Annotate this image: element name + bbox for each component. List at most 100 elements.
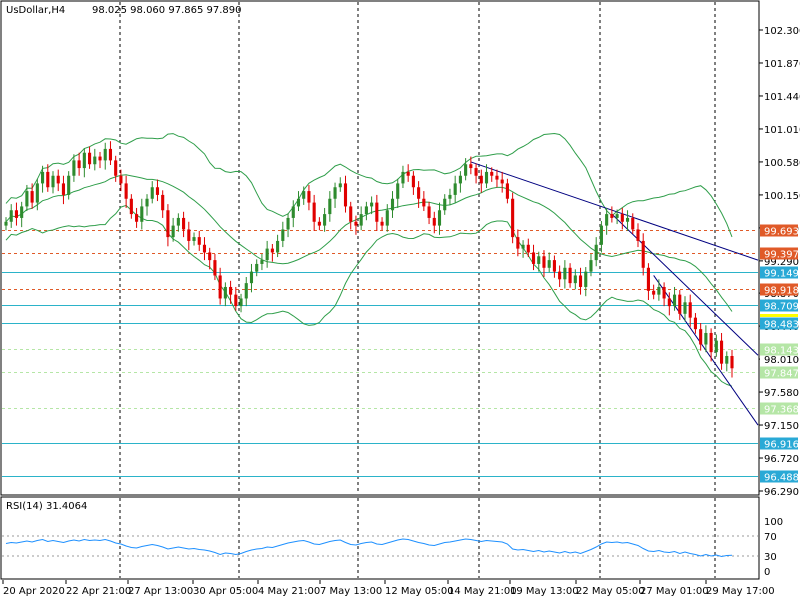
- candle-body: [119, 175, 123, 184]
- price-level-labels: 99.693 99.397 99.149 98.918 98.709 98.483 98.1…: [760, 224, 799, 484]
- candle-body: [589, 260, 593, 272]
- candle-body: [636, 229, 640, 241]
- candle-body: [490, 171, 494, 176]
- time-tick-label: 29 May 17:00: [706, 586, 775, 597]
- candle-body: [296, 198, 301, 207]
- time-tick-label: 22 May 05:00: [576, 586, 645, 597]
- candle-body: [182, 217, 186, 230]
- candle-body: [333, 187, 337, 199]
- candle-body: [646, 267, 650, 291]
- trend-line: [470, 161, 759, 261]
- candle-body: [437, 210, 442, 226]
- rsi-line: [5, 538, 733, 558]
- candle-body: [390, 198, 395, 211]
- candle-body: [725, 355, 729, 364]
- price-level-tag: [760, 343, 798, 356]
- candle-body: [464, 164, 468, 176]
- rsi-label: RSI(14) 31.4064: [6, 501, 87, 512]
- price-tick-label: 96.720: [764, 454, 799, 465]
- candle-body: [469, 164, 473, 169]
- price-level-value: 99.149: [764, 269, 799, 280]
- candle-body: [662, 286, 666, 299]
- current-price-tag: [760, 353, 798, 366]
- candle-body: [453, 183, 457, 195]
- candle-body: [672, 294, 677, 307]
- candle-body: [432, 217, 436, 226]
- candle-body: [641, 240, 645, 268]
- candle-body: [244, 283, 248, 299]
- candle-body: [573, 275, 577, 284]
- price-level-tag: [760, 470, 798, 483]
- candle-body: [218, 275, 222, 299]
- candle-body: [667, 298, 671, 307]
- price-level-value: 98.483: [764, 320, 799, 331]
- candle-body: [599, 225, 603, 245]
- candle-body: [276, 240, 280, 253]
- candle-body: [584, 271, 588, 287]
- price-level-tag: [760, 366, 798, 379]
- candle-body: [171, 225, 175, 238]
- price-tick-label: 100.580: [764, 158, 800, 169]
- price-level-tag: [760, 283, 798, 296]
- price-level-value: 98.918: [764, 286, 799, 297]
- candle-body: [730, 355, 734, 369]
- price-levels: [2, 230, 758, 477]
- candle-body: [343, 183, 348, 207]
- candle-body: [323, 214, 327, 226]
- price-level-marker: [760, 314, 798, 317]
- candle-body: [610, 214, 614, 218]
- candle-body: [82, 152, 86, 169]
- candle-body: [166, 210, 170, 238]
- candle-body: [108, 148, 113, 161]
- time-tick-label: 12 May 05:00: [385, 586, 454, 597]
- candle-body: [9, 210, 13, 222]
- candle-body: [537, 256, 541, 264]
- price-level-tag: [760, 247, 798, 260]
- price-tick-label: 101.440: [764, 92, 800, 103]
- candle-body: [704, 332, 708, 345]
- candle-body: [161, 194, 165, 211]
- candle-body: [72, 160, 76, 176]
- candle-body: [511, 198, 515, 238]
- candle-body: [338, 183, 342, 188]
- candle-body: [474, 168, 478, 176]
- candle-body: [505, 183, 509, 199]
- candle-body: [20, 206, 24, 218]
- rsi-panel: [0, 496, 760, 580]
- candle-body: [98, 156, 102, 161]
- price-tick-label: 101.870: [764, 59, 800, 70]
- time-tick-label: 30 Apr 05:00: [193, 586, 258, 597]
- candle-body: [417, 187, 421, 199]
- candle-body: [197, 237, 201, 245]
- candle-body: [155, 187, 160, 195]
- candle-body: [317, 221, 321, 226]
- candle-body: [625, 217, 630, 222]
- candles: [4, 141, 734, 378]
- candle-body: [46, 171, 50, 188]
- candle-body: [615, 214, 619, 218]
- candle-body: [500, 179, 504, 184]
- candle-body: [552, 260, 556, 272]
- candle-body: [364, 206, 368, 215]
- bollinger-middle: [5, 174, 733, 312]
- candle-body: [406, 171, 410, 176]
- rsi-tick-label: 30: [764, 552, 777, 563]
- price-level-value: 98.709: [764, 302, 799, 313]
- price-tick-label: 102.300: [764, 26, 800, 37]
- time-tick-label: 27 Apr 13:00: [128, 586, 193, 597]
- price-level-tag: [760, 317, 798, 330]
- price-level-tag: [760, 402, 798, 415]
- candle-body: [124, 183, 128, 199]
- price-axis: 102.300 101.870 101.440 101.010 100.580 100.1…: [759, 26, 800, 498]
- candle-body: [594, 244, 598, 261]
- price-level-value: 98.143: [764, 346, 799, 357]
- candle-body: [260, 260, 264, 264]
- price-level-value: 96.916: [764, 440, 799, 451]
- price-tick-label: 101.010: [764, 125, 800, 136]
- candle-body: [558, 271, 562, 280]
- price-tick-label: 96.290: [764, 487, 799, 498]
- candle-body: [401, 171, 405, 184]
- candle-body: [531, 252, 536, 264]
